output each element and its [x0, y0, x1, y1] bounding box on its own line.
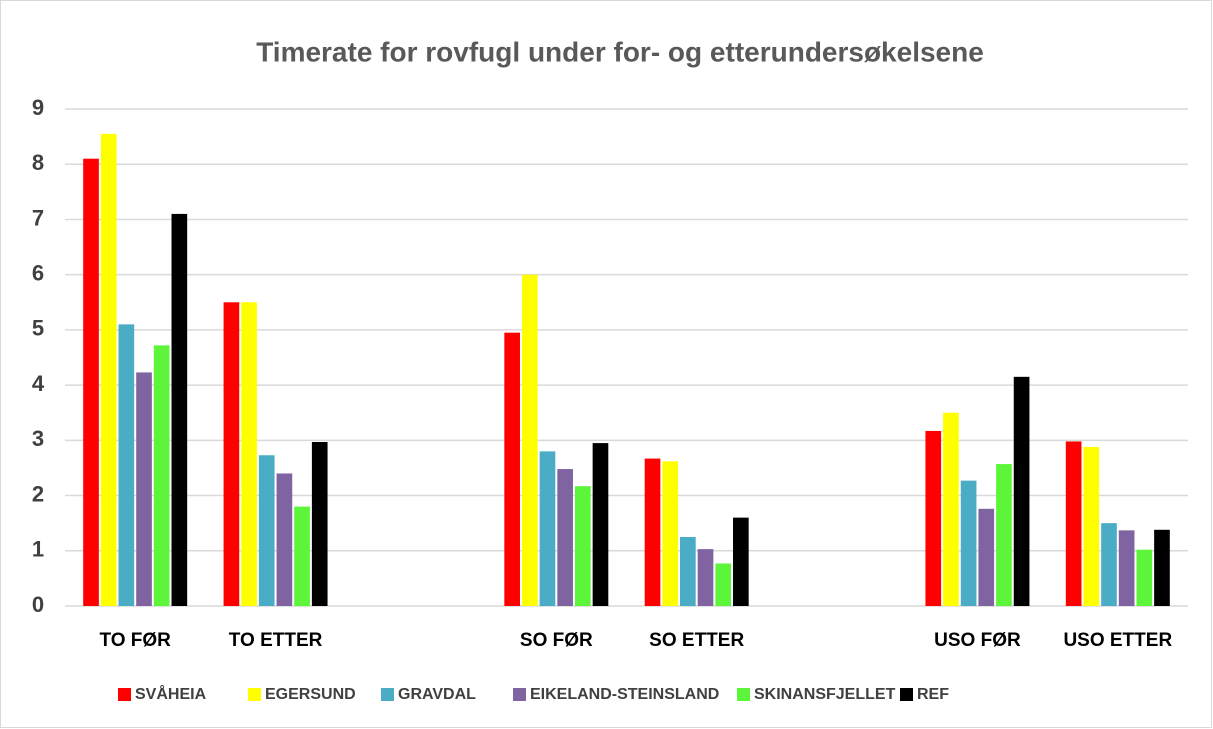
bar	[1136, 549, 1153, 606]
bar	[258, 455, 275, 606]
bar	[680, 536, 696, 606]
bar	[557, 469, 573, 606]
legend-label: SVÅHEIA	[135, 684, 207, 703]
legend-swatch	[381, 688, 394, 701]
bar	[644, 458, 661, 606]
bar	[153, 345, 170, 606]
bar	[978, 508, 995, 606]
bar	[241, 302, 257, 606]
legend-swatch	[737, 688, 750, 701]
x-tick-label: USO FØR	[934, 630, 1021, 651]
bar	[83, 158, 99, 606]
bar	[715, 563, 732, 606]
bar	[574, 486, 591, 606]
bar	[1101, 523, 1117, 606]
bar	[100, 133, 117, 606]
bar	[539, 451, 556, 606]
bar	[662, 461, 679, 606]
bar	[1083, 446, 1100, 606]
legend-label: GRAVDAL	[398, 686, 476, 703]
bar	[521, 274, 538, 606]
legend-label: EGERSUND	[265, 686, 356, 703]
x-tick-label: TO FØR	[99, 630, 171, 651]
y-tick-label: 0	[32, 592, 44, 617]
bar	[276, 473, 293, 606]
bar	[697, 549, 714, 606]
y-tick-label: 2	[32, 481, 44, 506]
bar	[504, 332, 520, 606]
bar	[1065, 441, 1082, 606]
y-tick-label: 5	[32, 316, 44, 341]
bar	[925, 430, 942, 606]
bar	[1013, 376, 1030, 606]
legend-swatch	[900, 688, 913, 701]
x-tick-label: TO ETTER	[229, 630, 323, 651]
bar	[118, 324, 135, 606]
y-tick-label: 3	[32, 426, 44, 451]
legend-label: EIKELAND-STEINSLAND	[530, 686, 719, 703]
bar	[171, 213, 188, 606]
bar	[294, 506, 310, 606]
y-tick-label: 8	[32, 150, 44, 175]
y-tick-label: 6	[32, 260, 44, 285]
bar	[1154, 529, 1170, 606]
legend-swatch	[118, 688, 131, 701]
legend-label: REF	[917, 686, 949, 703]
bar	[733, 517, 749, 606]
x-tick-label: USO ETTER	[1063, 630, 1172, 651]
legend-swatch	[513, 688, 526, 701]
y-tick-label: 4	[32, 371, 45, 396]
chart-title: Timerate for rovfugl under for- og etter…	[256, 36, 984, 67]
x-tick-label: SO FØR	[520, 630, 593, 651]
y-tick-label: 7	[32, 205, 44, 230]
bar	[996, 464, 1012, 606]
bar	[136, 372, 152, 606]
bar	[960, 480, 977, 606]
legend-swatch	[248, 688, 261, 701]
bar	[311, 441, 328, 606]
y-tick-label: 1	[32, 537, 44, 562]
bar	[943, 412, 959, 606]
bar	[223, 302, 240, 606]
y-tick-label: 9	[32, 95, 44, 120]
legend-label: SKINANSFJELLET	[754, 686, 896, 703]
bar	[1118, 530, 1135, 606]
x-tick-label: SO ETTER	[649, 630, 744, 651]
bar	[592, 443, 609, 606]
